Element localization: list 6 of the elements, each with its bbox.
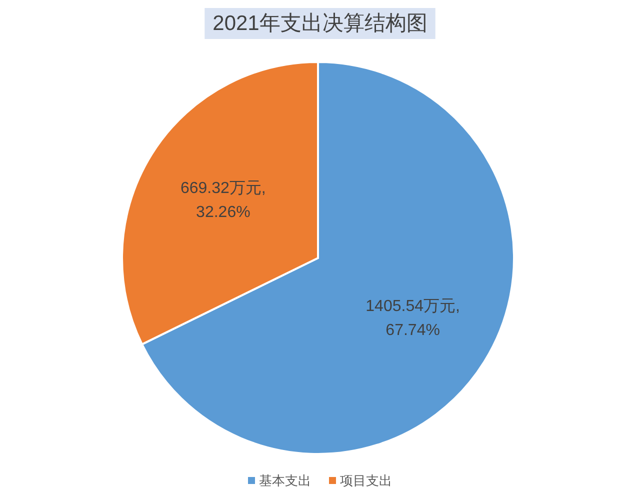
- legend-label: 基本支出: [259, 473, 311, 488]
- legend-label: 项目支出: [340, 473, 392, 488]
- data-label: 669.32万元, 32.26%: [180, 180, 266, 221]
- chart-title: 2021年支出决算结构图: [212, 12, 428, 35]
- title: 2021年支出决算结构图: [204, 8, 436, 39]
- data-label: 1405.54万元, 67.74%: [366, 298, 460, 340]
